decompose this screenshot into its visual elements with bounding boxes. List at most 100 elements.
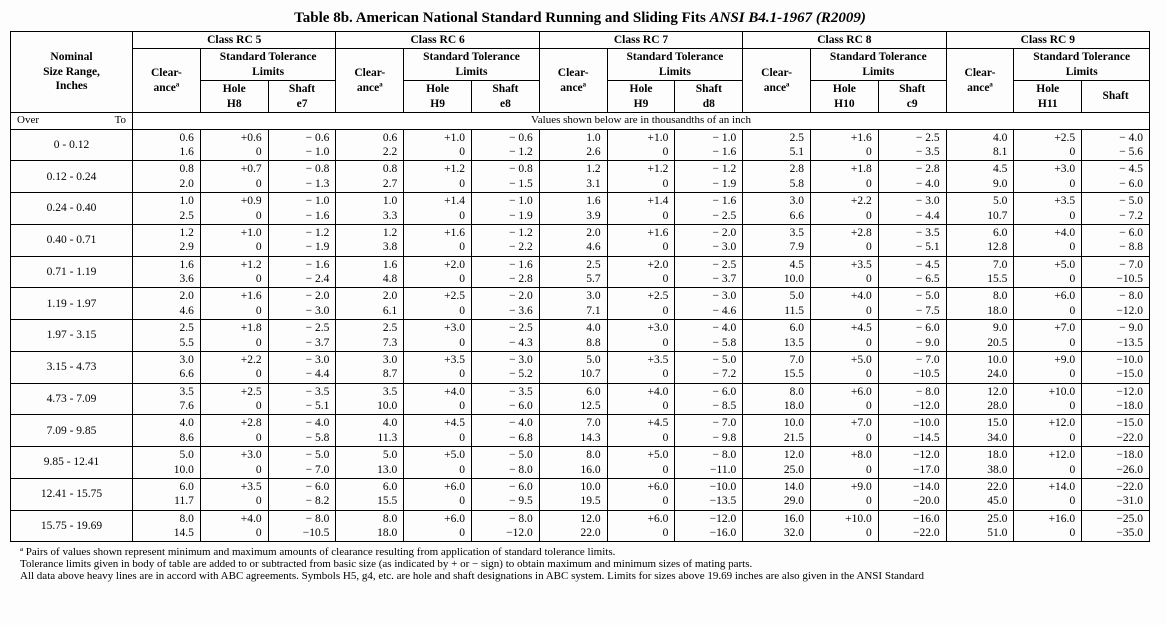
over-to-header: OverTo: [11, 112, 133, 129]
value-pair: − 1.0− 1.6: [675, 129, 743, 161]
value-pair: 16.032.0: [743, 510, 811, 542]
value-pair: +4.50: [811, 320, 879, 352]
value-pair: 0.62.2: [336, 129, 404, 161]
std-tol-header: Standard Tolerance Limits: [200, 49, 336, 81]
value-pair: +4.00: [811, 288, 879, 320]
value-pair: − 1.6− 2.5: [675, 193, 743, 225]
value-pair: +14.00: [1014, 478, 1082, 510]
value-pair: −12.0−16.0: [675, 510, 743, 542]
value-pair: − 2.0− 3.0: [675, 224, 743, 256]
value-pair: 6.012.5: [539, 383, 607, 415]
value-pair: −10.0−13.5: [675, 478, 743, 510]
value-pair: 15.034.0: [946, 415, 1014, 447]
value-pair: − 1.2− 1.9: [268, 224, 336, 256]
value-pair: − 1.2− 2.2: [472, 224, 540, 256]
value-pair: +1.60: [404, 224, 472, 256]
value-pair: +2.00: [607, 256, 675, 288]
value-pair: − 6.0− 9.5: [472, 478, 540, 510]
value-pair: −10.0−14.5: [878, 415, 946, 447]
value-pair: − 2.0− 3.0: [268, 288, 336, 320]
value-pair: − 4.0− 5.8: [675, 320, 743, 352]
title-main: Table 8b. American National Standard Run…: [294, 10, 709, 26]
value-pair: +6.00: [404, 510, 472, 542]
table-row: 0.71 - 1.191.63.6+1.20− 1.6− 2.41.64.8+2…: [11, 256, 1150, 288]
table-row: 7.09 - 9.854.08.6+2.80− 4.0− 5.84.011.3+…: [11, 415, 1150, 447]
class-header: Class RC 6: [336, 32, 539, 49]
value-pair: − 1.0− 1.6: [268, 193, 336, 225]
value-pair: − 3.5− 6.0: [472, 383, 540, 415]
footnote-1: ª Pairs of values shown represent minimu…: [20, 546, 1150, 558]
value-pair: − 1.0− 1.9: [472, 193, 540, 225]
value-pair: +1.80: [811, 161, 879, 193]
value-pair: +4.00: [404, 383, 472, 415]
value-pair: +1.40: [404, 193, 472, 225]
table-row: 9.85 - 12.415.010.0+3.00− 5.0− 7.05.013.…: [11, 447, 1150, 479]
value-pair: − 2.5− 3.7: [268, 320, 336, 352]
value-pair: 22.045.0: [946, 478, 1014, 510]
footnote-3: All data above heavy lines are in accord…: [20, 570, 1150, 582]
value-pair: − 4.0− 6.8: [472, 415, 540, 447]
value-pair: +2.20: [811, 193, 879, 225]
class-header: Class RC 5: [133, 32, 336, 49]
value-pair: 1.63.6: [133, 256, 201, 288]
value-pair: 0.82.0: [133, 161, 201, 193]
value-pair: +9.00: [1014, 351, 1082, 383]
value-pair: +1.60: [811, 129, 879, 161]
value-pair: +10.00: [1014, 383, 1082, 415]
value-pair: − 5.0− 7.2: [675, 351, 743, 383]
value-pair: − 2.5− 3.7: [675, 256, 743, 288]
value-pair: 5.011.5: [743, 288, 811, 320]
value-pair: +6.00: [811, 383, 879, 415]
value-pair: − 6.0− 8.8: [1082, 224, 1150, 256]
value-pair: +2.80: [200, 415, 268, 447]
value-pair: 5.010.7: [539, 351, 607, 383]
value-pair: − 5.0− 7.2: [1082, 193, 1150, 225]
clearance-header: Clear-anceª: [336, 49, 404, 113]
hole-header: HoleH10: [811, 81, 879, 113]
value-pair: 4.08.8: [539, 320, 607, 352]
value-pair: − 7.0− 9.8: [675, 415, 743, 447]
value-pair: 1.23.8: [336, 224, 404, 256]
value-pair: 6.013.5: [743, 320, 811, 352]
value-pair: −14.0−20.0: [878, 478, 946, 510]
value-pair: 1.03.3: [336, 193, 404, 225]
std-tol-header: Standard Tolerance Limits: [811, 49, 947, 81]
value-pair: 1.64.8: [336, 256, 404, 288]
value-pair: +4.50: [404, 415, 472, 447]
value-pair: +2.50: [1014, 129, 1082, 161]
value-pair: − 5.0− 8.0: [472, 447, 540, 479]
value-pair: +3.00: [404, 320, 472, 352]
value-pair: 8.018.0: [336, 510, 404, 542]
value-pair: − 0.6− 1.0: [268, 129, 336, 161]
size-range: 0 - 0.12: [11, 129, 133, 161]
shaft-header: Shaft: [1082, 81, 1150, 113]
value-pair: − 3.5− 5.1: [268, 383, 336, 415]
value-pair: +6.00: [1014, 288, 1082, 320]
value-pair: +1.20: [607, 161, 675, 193]
value-pair: 2.85.8: [743, 161, 811, 193]
value-pair: 1.23.1: [539, 161, 607, 193]
clearance-header: Clear-anceª: [743, 49, 811, 113]
value-pair: − 6.0− 9.0: [878, 320, 946, 352]
footnote-2: Tolerance limits given in body of table …: [20, 558, 1150, 570]
hole-header: HoleH9: [607, 81, 675, 113]
table-row: 0 - 0.120.61.6+0.60− 0.6− 1.00.62.2+1.00…: [11, 129, 1150, 161]
size-range: 0.12 - 0.24: [11, 161, 133, 193]
value-pair: +1.60: [607, 224, 675, 256]
nominal-header: NominalSize Range,Inches: [11, 32, 133, 113]
value-pair: 5.010.7: [946, 193, 1014, 225]
value-pair: +5.00: [811, 351, 879, 383]
value-pair: − 7.0−10.5: [878, 351, 946, 383]
value-pair: 4.08.1: [946, 129, 1014, 161]
value-pair: 7.014.3: [539, 415, 607, 447]
class-header: Class RC 7: [539, 32, 742, 49]
value-pair: 3.08.7: [336, 351, 404, 383]
table-row: 15.75 - 19.698.014.5+4.00− 8.0−10.58.018…: [11, 510, 1150, 542]
hole-header: HoleH9: [404, 81, 472, 113]
std-tol-header: Standard Tolerance Limits: [607, 49, 743, 81]
value-pair: − 4.5− 6.5: [878, 256, 946, 288]
std-tol-header: Standard Tolerance Limits: [1014, 49, 1150, 81]
shaft-header: Shaftc9: [878, 81, 946, 113]
value-pair: +10.00: [811, 510, 879, 542]
table-title: Table 8b. American National Standard Run…: [10, 10, 1150, 27]
